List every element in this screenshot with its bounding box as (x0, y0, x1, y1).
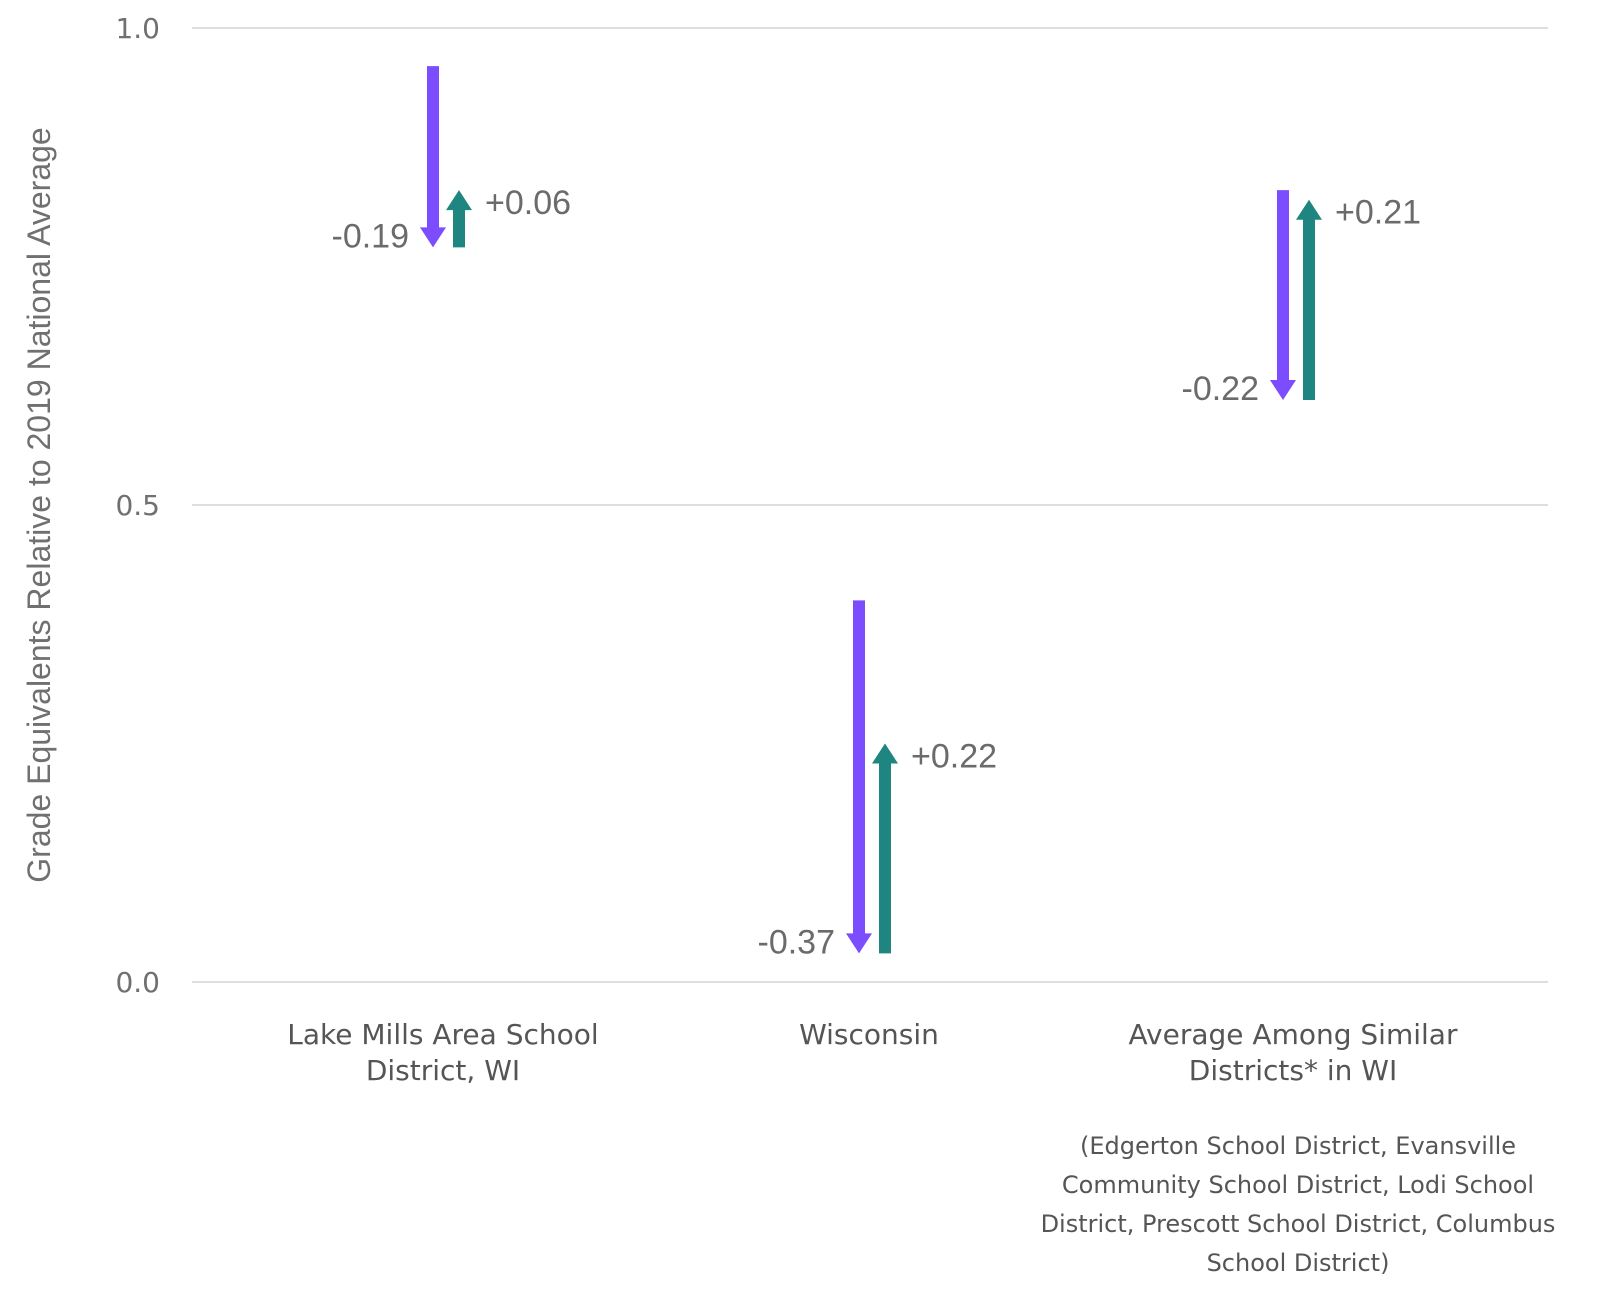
decline-value-label: -0.22 (1182, 370, 1260, 408)
category-label: District, WI (366, 1054, 520, 1087)
footnote-line: District, Prescott School District, Colu… (1041, 1210, 1556, 1238)
y-tick-label: 0.5 (115, 489, 160, 522)
decline-value-label: -0.37 (758, 923, 836, 961)
recovery-arrow (446, 190, 472, 248)
footnote: (Edgerton School District, Evansville Com… (1041, 1132, 1556, 1277)
decline-arrow (1270, 190, 1296, 401)
footnote-line: (Edgerton School District, Evansville (1080, 1132, 1516, 1160)
y-axis-title: Grade Equivalents Relative to 2019 Natio… (21, 127, 57, 882)
recovery-value-label: +0.22 (911, 738, 997, 776)
recovery-value-label: +0.21 (1335, 194, 1421, 232)
y-tick-label: 1.0 (115, 12, 160, 45)
decline-value-label: -0.19 (332, 217, 410, 255)
decline-arrow (846, 600, 872, 954)
footnote-line: Community School District, Lodi School (1062, 1171, 1534, 1199)
decline-arrow (420, 66, 446, 248)
category-label: Lake Mills Area School (287, 1018, 598, 1051)
recovery-arrow (1296, 199, 1322, 401)
category-label: Average Among Similar (1129, 1018, 1458, 1051)
recovery-value-label: +0.06 (485, 184, 571, 222)
footnote-line: School District) (1207, 1249, 1390, 1277)
grid (192, 27, 1548, 983)
category-label: Wisconsin (799, 1018, 939, 1051)
y-tick-label: 0.0 (115, 966, 160, 999)
category-label: Districts* in WI (1189, 1054, 1397, 1087)
y-axis-ticks: 0.0 0.5 1.0 (115, 12, 160, 999)
recovery-arrow (872, 743, 898, 954)
arrow-marks: -0.19 +0.06 -0.37 +0.22 -0.22 +0.21 (332, 66, 1421, 961)
